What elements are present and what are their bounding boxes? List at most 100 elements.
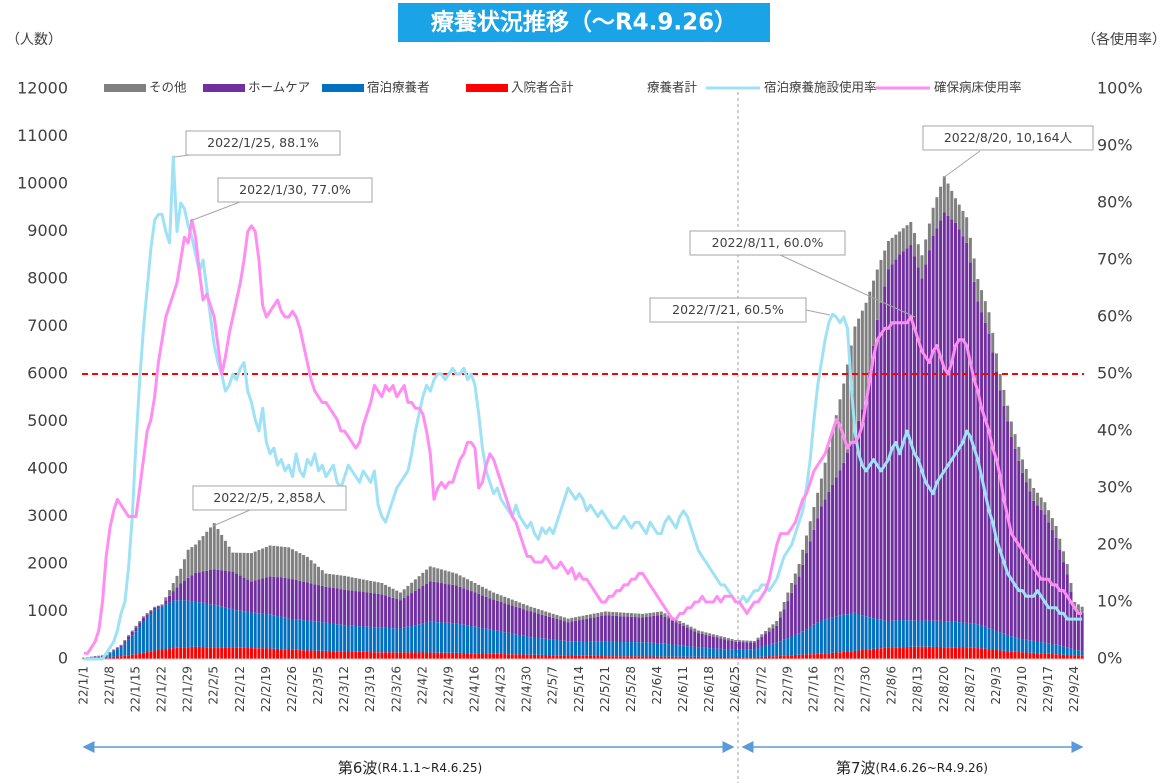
bar-segment <box>719 636 723 639</box>
bar-segment <box>588 655 592 659</box>
bar-segment <box>760 646 764 657</box>
bar-segment <box>812 624 816 655</box>
bar-segment <box>656 611 659 616</box>
bar-segment <box>242 647 246 659</box>
bar-segment <box>287 618 291 650</box>
bar-segment <box>685 646 689 657</box>
bar-segment <box>447 652 451 659</box>
y-tick-label: 1000 <box>27 601 68 620</box>
bar-segment <box>350 590 354 626</box>
annotation-box <box>689 230 846 256</box>
bar-segment <box>171 583 175 592</box>
bar-segment <box>719 657 723 659</box>
bar-segment <box>223 570 227 608</box>
bar-segment <box>994 649 998 659</box>
y-tick-label: 10000 <box>17 174 68 193</box>
bar-segment <box>179 647 183 659</box>
annotation-text: 2022/1/30, 77.0% <box>239 182 351 197</box>
bar-segment <box>130 654 134 659</box>
bar-segment <box>559 616 563 621</box>
bar-segment <box>175 575 179 588</box>
bar-segment <box>175 587 179 601</box>
bar-segment <box>533 654 537 659</box>
x-tick-label: 22/4/16 <box>467 666 481 712</box>
bar-segment <box>853 432 857 613</box>
bar-segment <box>384 627 388 653</box>
bar-segment <box>1065 574 1069 648</box>
bar-segment <box>365 651 369 659</box>
bar-segment <box>507 654 510 659</box>
bar-segment <box>875 319 879 620</box>
bar-segment <box>529 654 533 659</box>
bar-segment <box>141 652 145 659</box>
annotation-leader <box>212 509 251 527</box>
bar-segment <box>264 648 268 659</box>
bar-segment <box>868 291 872 372</box>
bar-segment <box>492 599 496 631</box>
bar-segment <box>499 653 503 659</box>
bar-segment <box>425 652 429 659</box>
bar-segment <box>700 633 704 648</box>
bar-segment <box>160 649 164 659</box>
bar-segment <box>1080 650 1084 656</box>
bar-segment <box>540 610 544 615</box>
bar-segment <box>317 621 321 651</box>
legend-swatch <box>203 84 245 92</box>
bar-segment <box>439 569 443 584</box>
bar-segment <box>261 578 265 614</box>
bar-segment <box>1009 436 1013 637</box>
bar-segment <box>507 604 510 633</box>
bar-segment <box>980 648 984 659</box>
bar-segment <box>693 646 697 657</box>
bar-segment <box>730 639 734 641</box>
bar-segment <box>920 646 924 659</box>
bar-segment <box>603 615 607 642</box>
bar-segment <box>231 647 235 659</box>
bar-segment <box>756 648 760 657</box>
bar-segment <box>1065 564 1069 575</box>
bar-segment <box>320 585 324 623</box>
bar-segment <box>771 628 775 644</box>
bar-segment <box>857 614 861 651</box>
bar-segment <box>603 611 607 616</box>
bar-segment <box>551 639 555 656</box>
bar-segment <box>711 648 715 657</box>
bar-segment <box>119 644 123 646</box>
bar-segment <box>428 581 432 622</box>
bar-segment <box>808 654 812 659</box>
bar-segment <box>860 409 864 616</box>
bar-segment <box>764 634 768 646</box>
bar-segment <box>305 556 309 583</box>
bar-segment <box>559 620 563 641</box>
bar-segment <box>730 657 734 659</box>
bar-segment <box>767 656 771 659</box>
bar-segment <box>775 656 779 659</box>
bar-segment <box>1013 448 1017 638</box>
bar-segment <box>358 578 361 592</box>
bar-segment <box>603 641 607 657</box>
bar-segment <box>909 245 913 621</box>
bar-segment <box>808 521 812 542</box>
bar-segment <box>562 640 566 656</box>
y2-tick-label: 30% <box>1097 478 1133 497</box>
bar-segment <box>507 632 510 655</box>
bar-segment <box>954 222 957 622</box>
bar-segment <box>153 650 157 659</box>
bar-segment <box>257 579 261 614</box>
bar-segment <box>209 527 212 570</box>
bar-segment <box>909 222 913 246</box>
bar-segment <box>298 650 302 659</box>
bar-segment <box>473 592 477 627</box>
bar-segment <box>771 624 775 629</box>
bar-segment <box>365 626 369 652</box>
bar-segment <box>730 649 734 658</box>
bar-segment <box>398 600 402 629</box>
bar-segment <box>737 641 741 650</box>
bar-segment <box>458 652 462 659</box>
bar-segment <box>648 642 652 657</box>
bar-segment <box>998 632 1002 651</box>
bar-segment <box>510 605 514 634</box>
bar-segment <box>149 609 153 612</box>
bar-segment <box>592 641 596 656</box>
bar-segment <box>1076 650 1080 656</box>
